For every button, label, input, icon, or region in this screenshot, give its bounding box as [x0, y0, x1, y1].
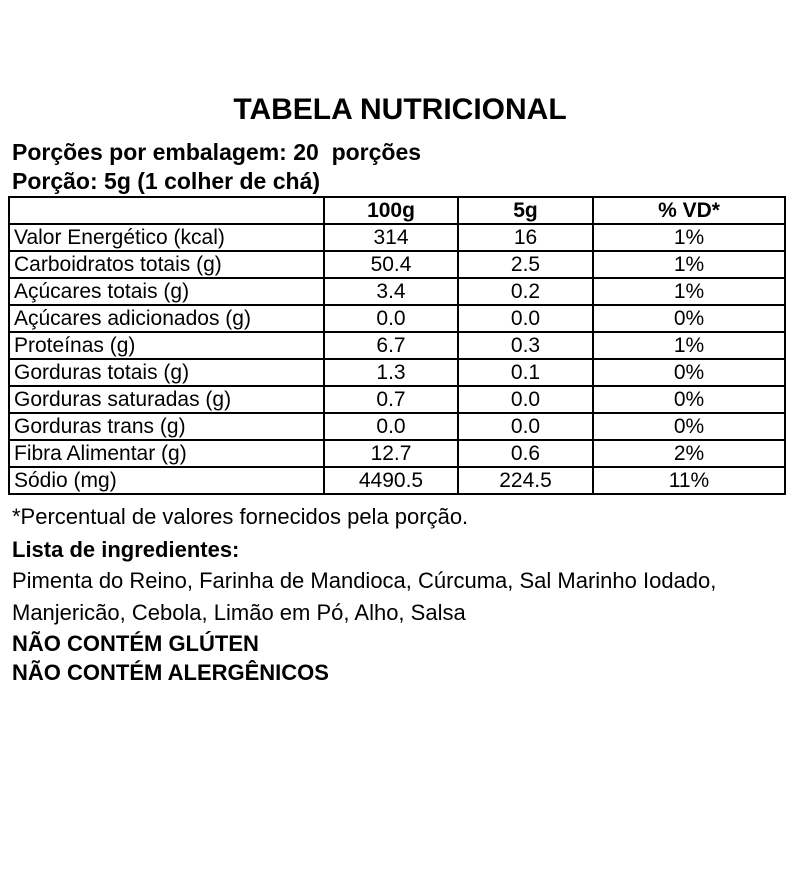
ingredients-list-title: Lista de ingredientes: [12, 537, 240, 562]
table-row: Fibra Alimentar (g) 12.7 0.6 2% [8, 439, 786, 468]
column-header-empty [8, 196, 325, 225]
page-title: TABELA NUTRICIONAL [233, 93, 567, 126]
column-header-vd: % VD* [592, 196, 786, 225]
ingredients-line-1: Pimenta do Reino, Farinha de Mandioca, C… [12, 568, 717, 593]
column-header-100g: 100g [323, 196, 459, 225]
row-value: 11% [592, 466, 786, 495]
row-value: 0% [592, 358, 786, 387]
gluten-free-claim: NÃO CONTÉM GLÚTEN [12, 631, 259, 656]
row-value: 1% [592, 277, 786, 306]
row-value: 2.5 [457, 250, 594, 279]
row-value: 0.2 [457, 277, 594, 306]
ingredients-line-2: Manjericão, Cebola, Limão em Pó, Alho, S… [12, 600, 466, 625]
row-value: 3.4 [323, 277, 459, 306]
row-value: 0.0 [457, 412, 594, 441]
row-value: 0.7 [323, 385, 459, 414]
row-value: 0.0 [323, 304, 459, 333]
row-value: 4490.5 [323, 466, 459, 495]
column-header-5g: 5g [457, 196, 594, 225]
row-label: Carboidratos totais (g) [8, 250, 325, 279]
table-header-row: 100g 5g % VD* [8, 196, 786, 225]
vd-footnote: *Percentual de valores fornecidos pela p… [12, 504, 469, 529]
allergen-free-claim: NÃO CONTÉM ALERGÊNICOS [12, 660, 329, 685]
row-value: 0.0 [323, 412, 459, 441]
nutrition-table-body: Valor Energético (kcal) 314 16 1% Carboidrat… [8, 223, 786, 495]
row-label: Gorduras saturadas (g) [8, 385, 325, 414]
row-value: 224.5 [457, 466, 594, 495]
row-label: Fibra Alimentar (g) [8, 439, 325, 468]
row-label: Proteínas (g) [8, 331, 325, 360]
portion-size-line: Porção: 5g (1 colher de chá) [12, 168, 321, 194]
row-value: 0.0 [457, 385, 594, 414]
row-value: 2% [592, 439, 786, 468]
row-label: Sódio (mg) [8, 466, 325, 495]
row-label: Açúcares adicionados (g) [8, 304, 325, 333]
row-label: Gorduras trans (g) [8, 412, 325, 441]
table-row: Açúcares adicionados (g) 0.0 0.0 0% [8, 304, 786, 333]
row-value: 314 [323, 223, 459, 252]
table-row: Valor Energético (kcal) 314 16 1% [8, 223, 786, 252]
row-label: Gorduras totais (g) [8, 358, 325, 387]
row-value: 16 [457, 223, 594, 252]
row-value: 1.3 [323, 358, 459, 387]
row-value: 0.3 [457, 331, 594, 360]
row-value: 0.1 [457, 358, 594, 387]
table-row: Gorduras saturadas (g) 0.7 0.0 0% [8, 385, 786, 414]
row-value: 0% [592, 385, 786, 414]
row-label: Valor Energético (kcal) [8, 223, 325, 252]
row-value: 1% [592, 331, 786, 360]
row-value: 50.4 [323, 250, 459, 279]
row-value: 0.0 [457, 304, 594, 333]
servings-per-package-line: Porções por embalagem: 20 porções [12, 139, 422, 165]
nutrition-label-page: TABELA NUTRICIONAL Porções por embalagem… [0, 94, 800, 894]
table-row: Proteínas (g) 6.7 0.3 1% [8, 331, 786, 360]
table-row: Sódio (mg) 4490.5 224.5 11% [8, 466, 786, 495]
row-value: 1% [592, 250, 786, 279]
table-row: Açúcares totais (g) 3.4 0.2 1% [8, 277, 786, 306]
row-value: 0% [592, 412, 786, 441]
row-value: 12.7 [323, 439, 459, 468]
table-row: Gorduras trans (g) 0.0 0.0 0% [8, 412, 786, 441]
row-value: 1% [592, 223, 786, 252]
row-label: Açúcares totais (g) [8, 277, 325, 306]
row-value: 0% [592, 304, 786, 333]
nutrition-table: 100g 5g % VD* Valor Energético (kcal) 314… [8, 196, 786, 495]
table-row: Carboidratos totais (g) 50.4 2.5 1% [8, 250, 786, 279]
row-value: 6.7 [323, 331, 459, 360]
row-value: 0.6 [457, 439, 594, 468]
table-row: Gorduras totais (g) 1.3 0.1 0% [8, 358, 786, 387]
